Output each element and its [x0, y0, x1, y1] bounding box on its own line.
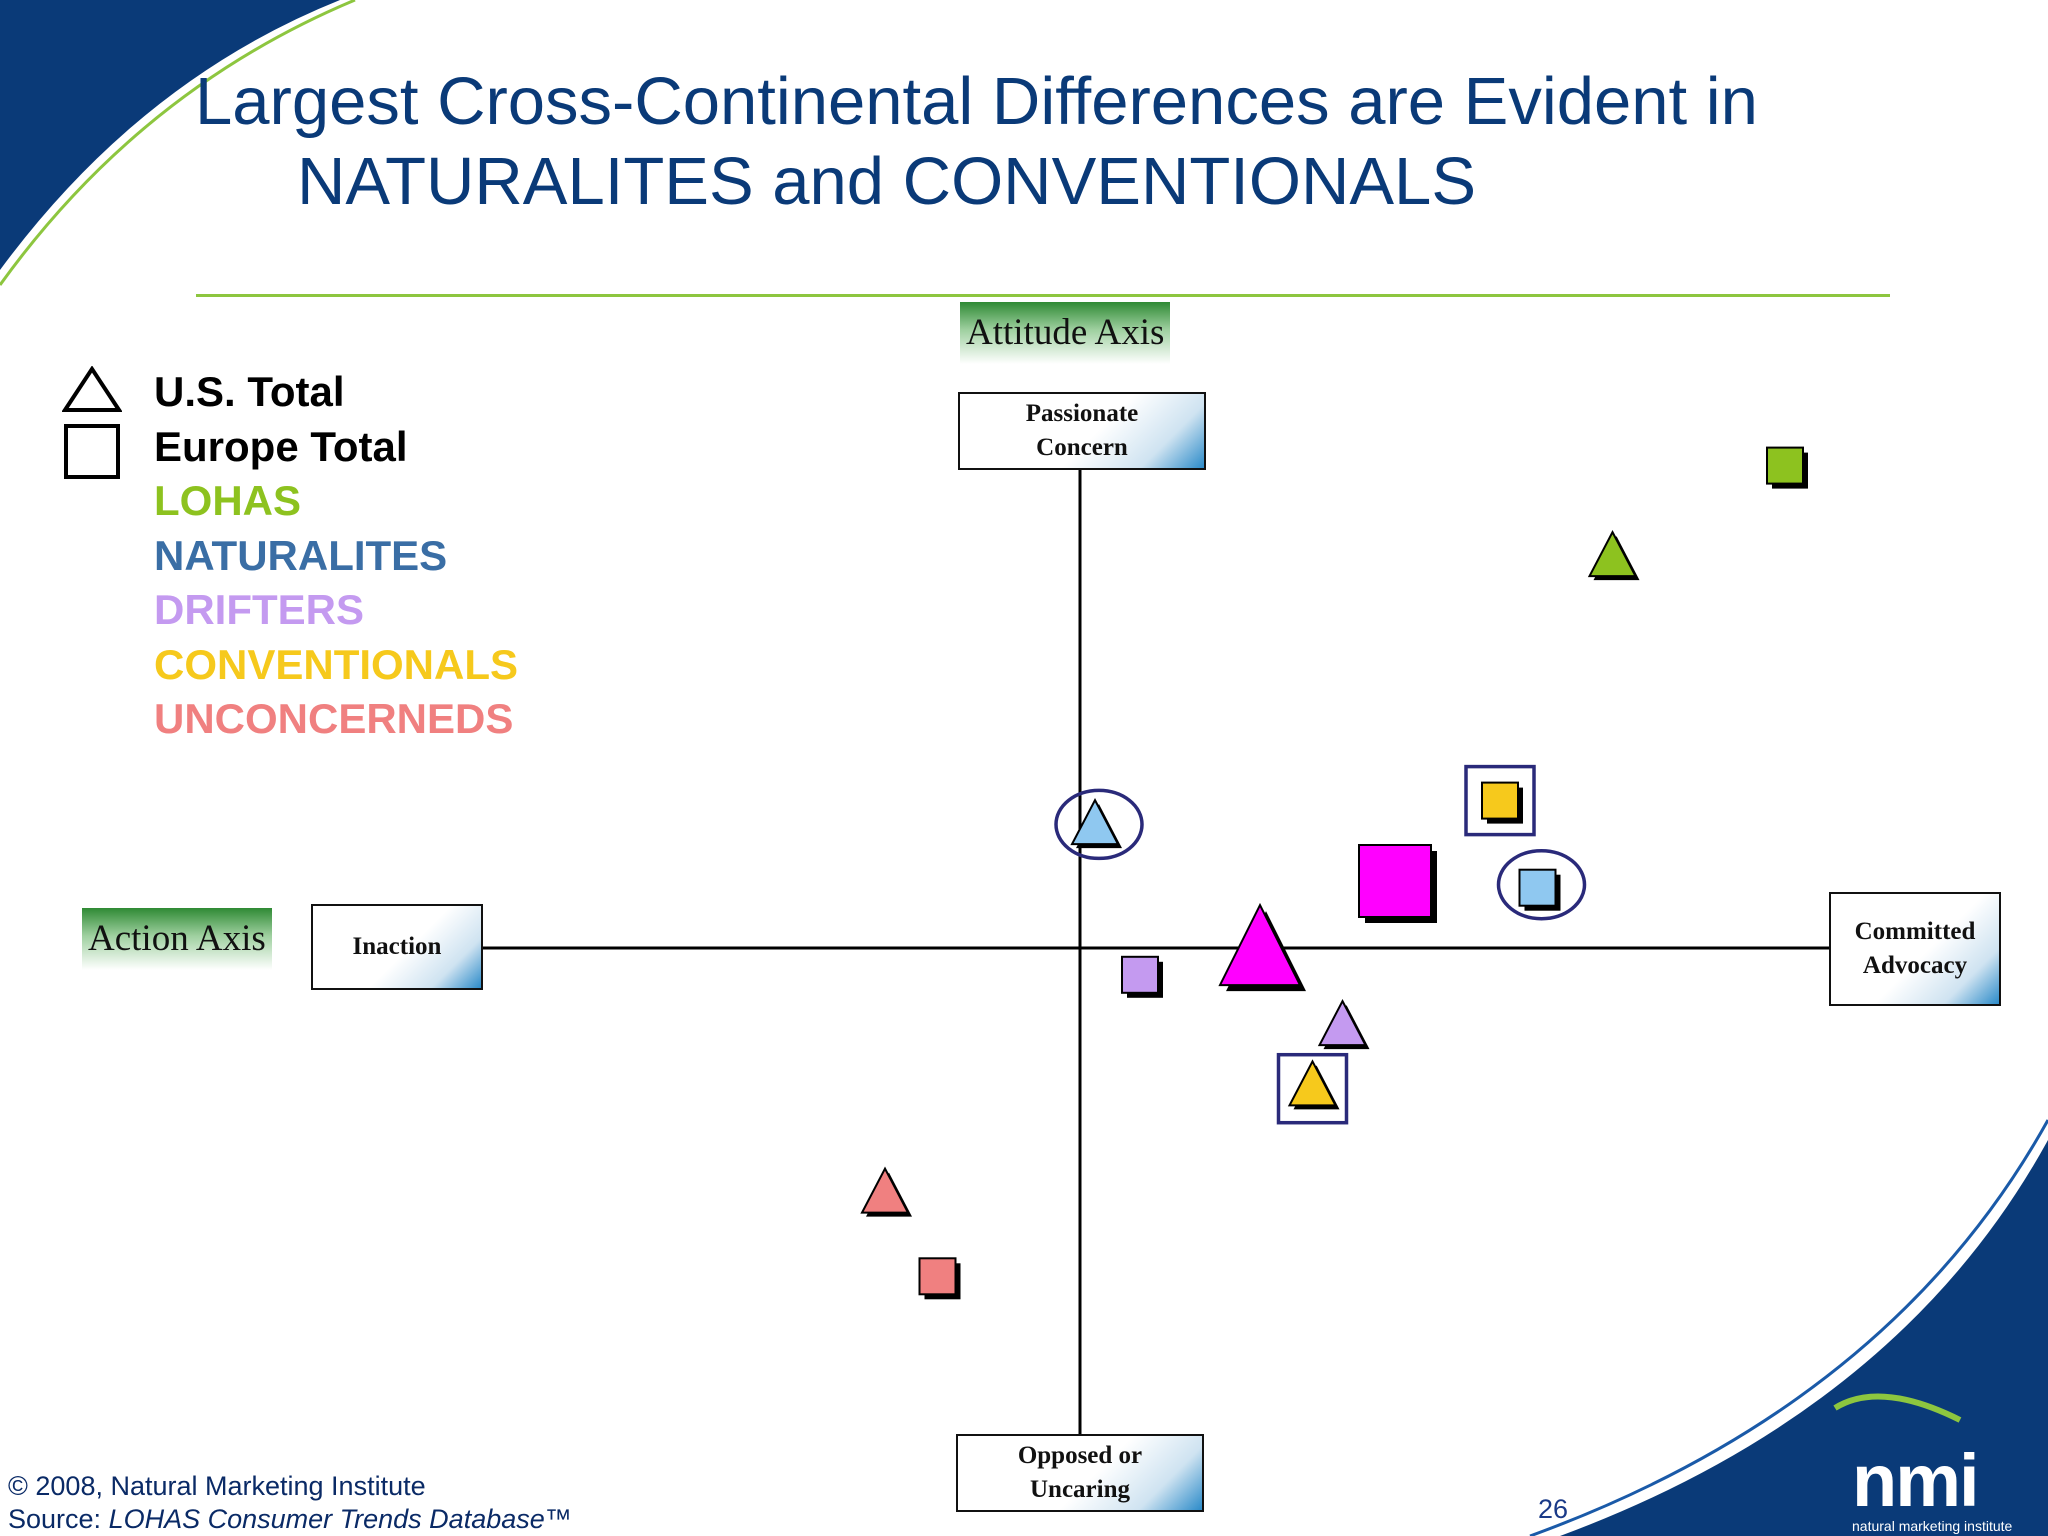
pole-passionate-concern: Passionate Concern [958, 392, 1206, 470]
europe-naturalites-highlight-circle [1496, 848, 1587, 921]
legend-label-unconcerneds: UNCONCERNEDS [154, 695, 514, 742]
nmi-logo-subtitle: natural marketing institute [1852, 1518, 2013, 1534]
logo-arc-icon [1833, 1393, 1962, 1423]
pole-passionate-concern-label: Passionate Concern [1025, 400, 1139, 461]
us-naturalites-triangle [1070, 797, 1120, 846]
legend-label-europe-total: Europe Total [154, 422, 408, 470]
us-total-triangle [1218, 902, 1302, 987]
pole-committed-advocacy: Committed Advocacy [1829, 892, 2001, 1006]
us-naturalites-highlight-circle [1054, 788, 1144, 861]
square-icon [64, 423, 120, 479]
legend-label-naturalites: NATURALITES [154, 531, 448, 579]
europe-drifters-square [1121, 955, 1159, 994]
bottom-right-swoosh-line [1529, 1119, 2048, 1536]
copyright-text: © 2008, Natural Marketing Institute [8, 1471, 426, 1501]
legend-label-us-total: U.S. Total [154, 368, 345, 415]
source-text: Source: LOHAS Consumer Trends Database™ [8, 1503, 572, 1536]
us-lohas-triangle [1587, 529, 1638, 578]
europe-unconcerneds-square [918, 1257, 957, 1296]
pole-inaction: Inaction [311, 904, 483, 990]
top-left-swoosh [0, 0, 340, 270]
us-conventionals-highlight-box [1276, 1052, 1349, 1125]
europe-lohas-square [1766, 446, 1804, 485]
us-unconcerneds-triangle [860, 1166, 910, 1214]
slide-title: Largest Cross-Continental Differences ar… [195, 62, 1895, 222]
europe-conventionals-square [1481, 781, 1519, 820]
title-divider [196, 294, 1890, 297]
legend-label-drifters: DRIFTERS [154, 586, 364, 633]
title-line-1: Largest Cross-Continental Differences ar… [195, 64, 1758, 139]
source-prefix: Source: [8, 1504, 109, 1534]
legend-label-lohas: LOHAS [154, 477, 301, 524]
us-conventionals-triangle [1287, 1059, 1338, 1107]
source-title: LOHAS Consumer Trends Database™ [108, 1504, 572, 1534]
europe-total-square [1358, 844, 1432, 918]
title-line-2: NATURALITES and CONVENTIONALS [297, 144, 1477, 219]
europe-naturalites-square [1518, 868, 1557, 907]
europe-conventionals-highlight-box [1464, 764, 1536, 837]
legend-label-conventionals: CONVENTIONALS [154, 640, 519, 688]
attitude-axis-title: Attitude Axis [960, 302, 1171, 364]
triangle-icon [62, 366, 122, 412]
nmi-logo: nmi [1852, 1439, 1980, 1522]
bottom-right-swoosh [1560, 1140, 2048, 1536]
pole-committed-advocacy-label: Committed Advocacy [1854, 918, 1976, 979]
action-axis-title: Action Axis [82, 908, 272, 970]
pole-opposed-uncaring-label: Opposed or Uncaring [1017, 1442, 1143, 1503]
pole-inaction-label: Inaction [352, 933, 442, 960]
footer: © 2008, Natural Marketing Institute Sour… [8, 1470, 572, 1536]
page-number: 26 [1538, 1494, 1569, 1524]
pole-opposed-uncaring: Opposed or Uncaring [956, 1434, 1204, 1512]
top-left-swoosh-line [0, 0, 356, 286]
us-drifters-triangle [1317, 998, 1368, 1047]
